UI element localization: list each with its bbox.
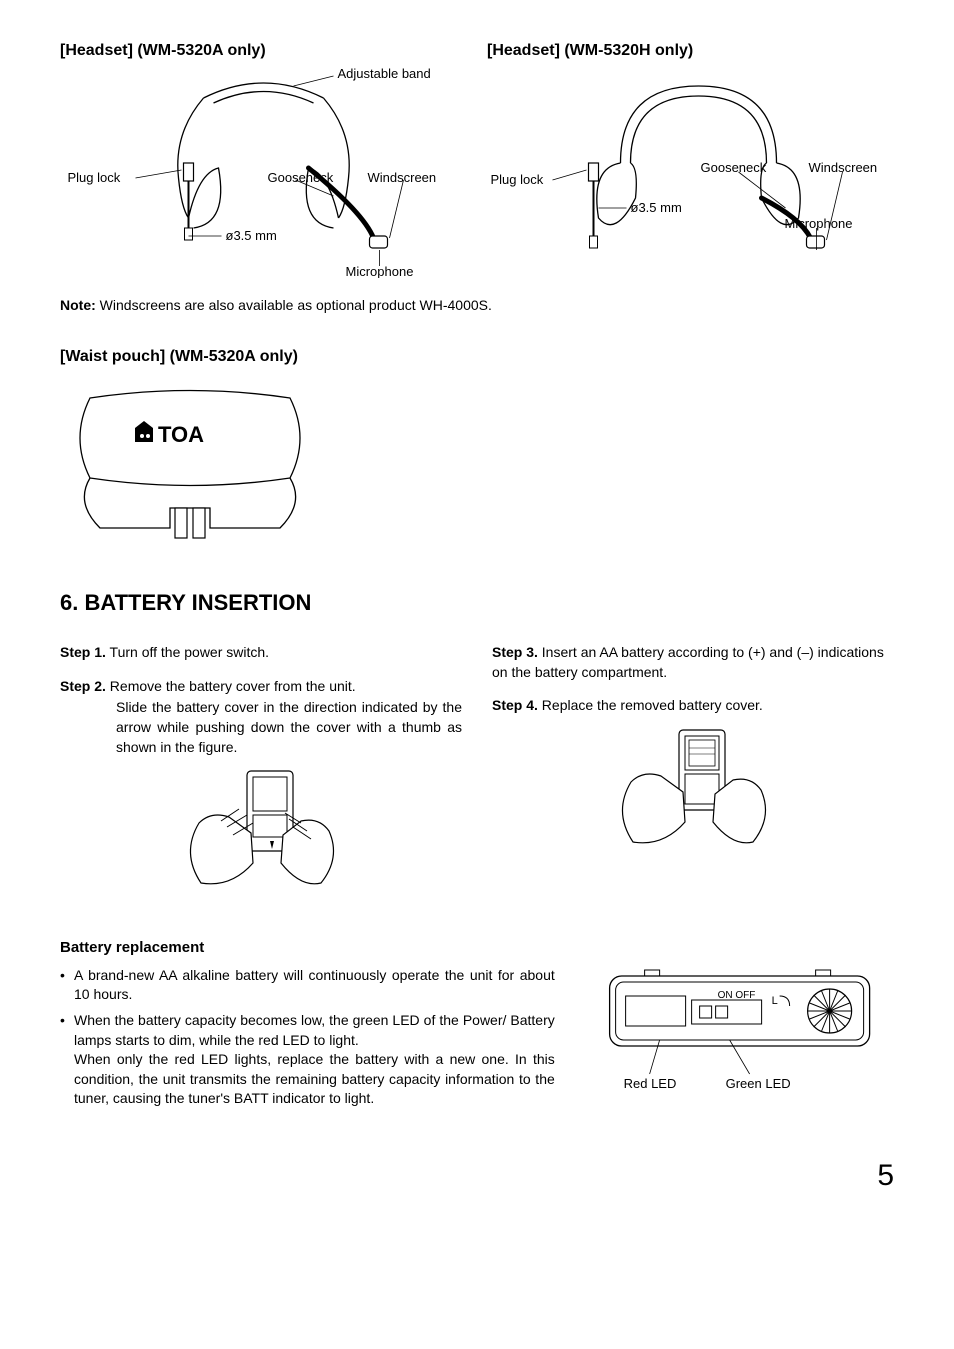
steps-col-right: Step 3. Insert an AA battery according t…	[492, 643, 894, 913]
step-1: Step 1. Turn off the power switch.	[60, 643, 462, 663]
headset-h-diagram: Plug lock Gooseneck Windscreen ø3.5 mm M…	[487, 68, 894, 278]
label-microphone-h: Microphone	[785, 216, 853, 231]
label-gooseneck-a: Gooseneck	[268, 170, 334, 185]
bullet-1: • A brand-new AA alkaline battery will c…	[60, 966, 555, 1005]
step-3: Step 3. Insert an AA battery according t…	[492, 643, 894, 682]
label-adjustable-band: Adjustable band	[338, 68, 431, 81]
step-2-text: Remove the battery cover from the unit.	[106, 678, 356, 694]
note-prefix: Note:	[60, 297, 96, 313]
label-windscreen-a: Windscreen	[368, 170, 437, 185]
l-indicator-icon: L	[771, 995, 777, 1007]
bullet-1-text: A brand-new AA alkaline battery will con…	[74, 966, 555, 1005]
note-text: Windscreens are also available as option…	[96, 297, 492, 313]
bullet-mark: •	[60, 966, 74, 1005]
unit-top-diagram: ON OFF L Red LED Green LED	[585, 966, 894, 1102]
step-2: Step 2. Remove the battery cover from th…	[60, 677, 462, 899]
step-4-label: Step 4.	[492, 697, 538, 713]
battery-replacement-row: • A brand-new AA alkaline battery will c…	[60, 966, 894, 1115]
step-4: Step 4. Replace the removed battery cove…	[492, 696, 894, 857]
label-diameter-a: ø3.5 mm	[226, 228, 277, 243]
windscreen-note: Note: Windscreens are also available as …	[60, 296, 894, 316]
page-number: 5	[60, 1155, 894, 1197]
bullet-2: • When the battery capacity becomes low,…	[60, 1011, 555, 1109]
step-1-label: Step 1.	[60, 644, 106, 660]
waist-logo-text: TOA	[158, 422, 204, 447]
step-4-figure	[492, 722, 894, 858]
headset-a-heading: [Headset] (WM-5320A only)	[60, 40, 467, 62]
bullet-mark: •	[60, 1011, 74, 1109]
battery-replacement-heading: Battery replacement	[60, 937, 894, 958]
label-plug-lock-a: Plug lock	[68, 170, 121, 185]
waist-pouch-diagram: TOA	[60, 378, 320, 548]
steps-row: Step 1. Turn off the power switch. Step …	[60, 643, 894, 913]
label-microphone-a: Microphone	[346, 264, 414, 278]
bullet-2a-text: When the battery capacity becomes low, t…	[74, 1012, 555, 1048]
step-2-detail: Slide the battery cover in the direction…	[116, 698, 462, 757]
step-2-figure	[60, 763, 462, 899]
label-plug-lock-h: Plug lock	[491, 172, 544, 187]
step-3-text: Insert an AA battery according to (+) an…	[492, 644, 884, 680]
step-4-text: Replace the removed battery cover.	[538, 697, 763, 713]
headset-a-block: [Headset] (WM-5320A only)	[60, 40, 467, 288]
step-2-label: Step 2.	[60, 678, 106, 694]
label-gooseneck-h: Gooseneck	[701, 160, 767, 175]
label-diameter-h: ø3.5 mm	[631, 200, 682, 215]
headset-row: [Headset] (WM-5320A only)	[60, 40, 894, 288]
step-3-label: Step 3.	[492, 644, 538, 660]
steps-col-left: Step 1. Turn off the power switch. Step …	[60, 643, 462, 913]
step-1-text: Turn off the power switch.	[106, 644, 269, 660]
bullet-2-body: When the battery capacity becomes low, t…	[74, 1011, 555, 1109]
headset-h-block: [Headset] (WM-5320H only)	[487, 40, 894, 288]
red-led-label: Red LED	[623, 1076, 676, 1091]
headset-h-heading: [Headset] (WM-5320H only)	[487, 40, 894, 62]
battery-replacement-text: • A brand-new AA alkaline battery will c…	[60, 966, 555, 1115]
green-led-label: Green LED	[725, 1076, 790, 1091]
section-6-title: 6. BATTERY INSERTION	[60, 588, 894, 619]
waist-heading: [Waist pouch] (WM-5320A only)	[60, 346, 894, 368]
headset-a-diagram: Adjustable band Plug lock Gooseneck Wind…	[60, 68, 467, 278]
bullet-2b-text: When only the red LED lights, replace th…	[74, 1051, 555, 1106]
on-off-label: ON OFF	[717, 990, 755, 1001]
label-windscreen-h: Windscreen	[809, 160, 878, 175]
